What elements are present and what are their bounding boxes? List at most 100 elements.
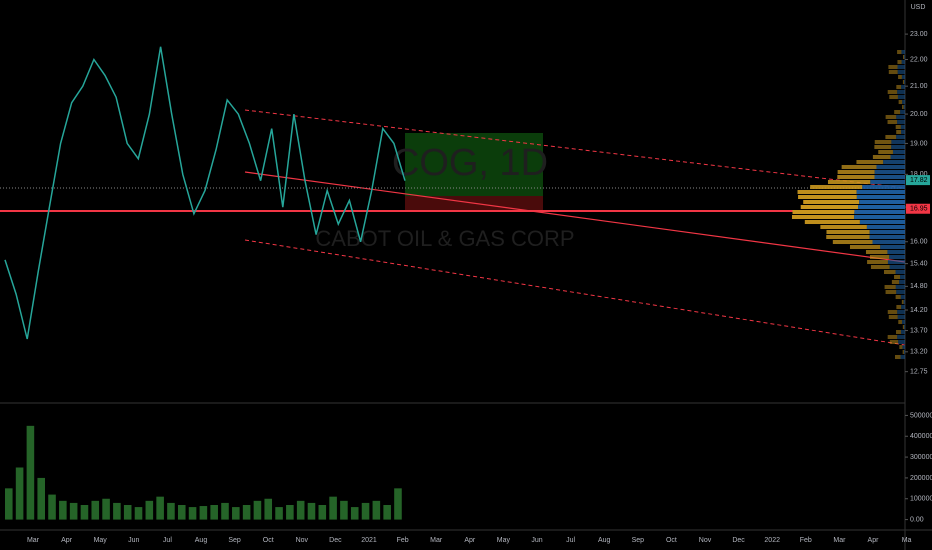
- profile-bar: [897, 315, 905, 319]
- profile-bar: [903, 350, 905, 354]
- x-tick-label: Feb: [397, 537, 409, 544]
- last-price-label: 17.82: [910, 177, 928, 184]
- last-price-tag: [906, 175, 930, 186]
- y-tick-label: 12.75: [910, 369, 928, 376]
- currency: USD: [911, 4, 926, 11]
- y-tick-label: 14.20: [910, 307, 928, 314]
- x-tick-label: Apr: [61, 537, 73, 544]
- x-tick-label: May: [497, 537, 511, 544]
- profile-bar: [803, 200, 860, 204]
- profile-bar: [901, 85, 905, 89]
- profile-bar: [889, 340, 899, 344]
- profile-bar: [902, 80, 905, 84]
- watermark: COG, 1D: [392, 142, 548, 184]
- profile-bar: [810, 185, 863, 189]
- channel-bottom: [244, 239, 906, 346]
- channel-top: [244, 109, 906, 189]
- volume-bar: [15, 467, 24, 520]
- profile-bar: [891, 145, 905, 149]
- x-tick-label: Oct: [263, 537, 274, 544]
- profile-bar: [901, 75, 905, 79]
- volume-bar: [253, 500, 262, 520]
- profile-bar: [872, 155, 891, 159]
- x-tick-label: Dec: [732, 537, 745, 544]
- profile-bar: [902, 345, 905, 349]
- profile-bar: [849, 245, 881, 249]
- profile-bar: [896, 85, 902, 89]
- profile-bar: [897, 70, 905, 74]
- volume-bar: [340, 500, 348, 520]
- x-tick-label: Feb: [800, 537, 812, 544]
- profile-bar: [897, 95, 905, 99]
- x-tick-label: Sep: [228, 537, 241, 544]
- volume-bar: [167, 502, 175, 520]
- volume-bar: [318, 505, 327, 520]
- volume-tick-label: 2000000.00: [910, 475, 932, 482]
- volume-bar: [361, 502, 370, 520]
- profile-bar: [901, 60, 905, 64]
- volume-bar: [383, 505, 391, 520]
- profile-bar: [862, 185, 905, 189]
- profile-bar: [865, 250, 888, 254]
- profile-bar: [896, 130, 902, 134]
- profile-bar: [866, 225, 905, 229]
- profile-bar: [826, 235, 870, 239]
- volume-profile: [791, 50, 905, 359]
- volume-bar: [80, 505, 89, 520]
- profile-bar: [820, 225, 867, 229]
- volume-tick-label: 0.00: [910, 516, 924, 523]
- x-tick-label: Jun: [128, 537, 139, 544]
- volume-bar: [232, 507, 240, 520]
- profile-bar: [898, 320, 902, 324]
- volume-bar: [123, 505, 132, 520]
- x-tick-label: Nov: [296, 537, 309, 544]
- y-tick-label: 21.00: [910, 83, 928, 90]
- y-tick-label: 23.00: [910, 31, 928, 38]
- profile-bar: [854, 210, 905, 214]
- trend-line: [244, 171, 906, 263]
- profile-bar: [892, 150, 905, 154]
- x-tick-label: Jun: [531, 537, 542, 544]
- volume-bar: [286, 505, 294, 520]
- x-tick-label: Ma: [902, 537, 912, 544]
- profile-bar: [885, 115, 897, 119]
- x-tick-label: Aug: [598, 537, 611, 544]
- profile-bar: [869, 255, 890, 259]
- profile-bar: [900, 330, 905, 334]
- profile-bar: [798, 195, 857, 199]
- volume-bar: [350, 507, 359, 520]
- profile-bar: [804, 220, 860, 224]
- profile-bar: [889, 265, 905, 269]
- profile-bar: [895, 125, 901, 129]
- x-tick-label: 2021: [361, 537, 377, 544]
- profile-bar: [901, 300, 904, 304]
- profile-bar: [874, 175, 905, 179]
- profile-bar: [880, 245, 905, 249]
- profile-bar: [896, 330, 901, 334]
- profile-bar: [900, 355, 905, 359]
- profile-bar: [870, 180, 905, 184]
- profile-bar: [902, 105, 904, 109]
- profile-bar: [797, 190, 857, 194]
- profile-bar: [887, 260, 905, 264]
- profile-bar: [897, 335, 905, 339]
- y-tick-label: 16.00: [910, 239, 928, 246]
- volume-tick-label: 5000000.00: [910, 412, 932, 419]
- profile-bar: [900, 295, 905, 299]
- volume-bar: [59, 500, 67, 520]
- profile-bar: [895, 295, 901, 299]
- x-tick-label: 2022: [764, 537, 780, 544]
- profile-bar: [791, 215, 855, 219]
- x-tick-label: Apr: [464, 537, 476, 544]
- profile-bar: [792, 210, 855, 214]
- profile-bar: [826, 230, 870, 234]
- profile-bar: [890, 155, 905, 159]
- line-price-tag: [906, 203, 930, 214]
- volume-bar: [221, 502, 229, 520]
- volume-bar: [199, 506, 208, 520]
- y-tick-label: 18.00: [910, 171, 928, 178]
- volume-bar: [37, 477, 45, 520]
